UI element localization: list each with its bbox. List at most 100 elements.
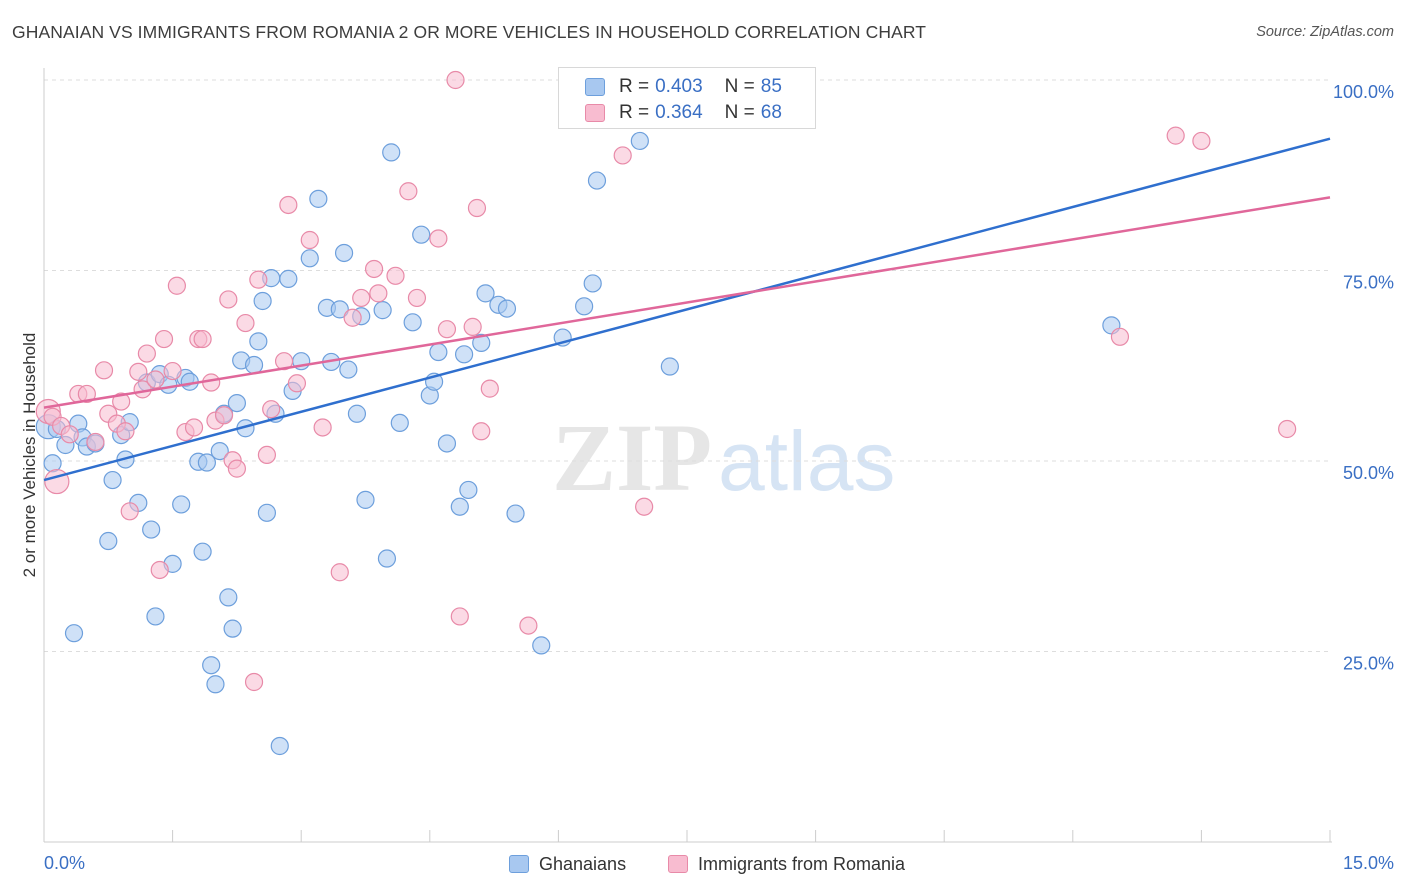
romania-legend-swatch: [668, 855, 688, 873]
romania-point: [146, 370, 165, 389]
romania-point: [343, 308, 362, 327]
romania-point: [352, 288, 371, 308]
ghanaian-point: [300, 249, 319, 268]
ghanaian-point: [497, 299, 517, 318]
romania-point: [450, 607, 469, 626]
source-label: Source: ZipAtlas.com: [1256, 24, 1394, 40]
stats-legend-row-romania: R = 0.364 N = 68: [585, 101, 782, 125]
ghanaian-point: [227, 393, 246, 413]
legend-item-ghanaians[interactable]: Ghanaians: [509, 852, 626, 876]
x-tick-label-max: 15.0%: [1343, 853, 1394, 873]
romania-point: [249, 270, 268, 289]
romania-point: [313, 418, 332, 437]
ghanaian-point: [279, 269, 298, 288]
romania-point: [330, 563, 349, 582]
ghanaian-point: [575, 297, 594, 316]
chart-title: GHANAIAN VS IMMIGRANTS FROM ROMANIA 2 OR…: [12, 22, 927, 42]
ghanaians-legend-swatch: [509, 855, 529, 873]
ghanaians-swatch: [585, 78, 605, 96]
ghanaian-point: [450, 497, 469, 516]
ghanaian-point: [64, 624, 84, 643]
romania-point: [467, 198, 487, 218]
romania-point: [463, 317, 482, 336]
n-value: 85: [760, 76, 782, 97]
romania-point: [399, 182, 418, 201]
y-tick-label: 50.0%: [1343, 463, 1394, 483]
ghanaian-point: [210, 441, 229, 461]
ghanaian-point: [373, 301, 392, 320]
romania-point: [613, 146, 632, 165]
stats-legend-row-ghanaians: R = 0.403 N = 85: [585, 75, 782, 99]
romania-point: [184, 418, 204, 437]
ghanaian-point: [532, 636, 551, 655]
romania-point: [446, 70, 465, 90]
ghanaian-point: [103, 470, 122, 490]
romania-point: [167, 276, 186, 295]
ghanaian-point: [309, 189, 328, 208]
ghanaian-point: [257, 503, 277, 522]
romania-swatch: [585, 104, 605, 122]
ghanaian-point: [429, 342, 448, 362]
y-tick-label: 100.0%: [1333, 82, 1394, 102]
romania-point: [480, 379, 499, 398]
ghanaian-point: [583, 274, 602, 293]
ghanaian-point: [146, 607, 165, 626]
r-value: 0.364: [655, 102, 703, 123]
watermark-zip: ZIP: [552, 404, 712, 511]
romania-point: [279, 195, 298, 215]
ghanaian-point: [454, 345, 474, 364]
ghanaian-point: [506, 504, 525, 523]
ghanaian-point: [219, 588, 238, 607]
romania-point: [129, 362, 148, 381]
romania-point: [437, 320, 457, 339]
series-legend: Ghanaians Immigrants from Romania: [0, 852, 1406, 876]
romania-point: [274, 352, 294, 371]
ghanaian-point: [244, 355, 264, 375]
n-value: 68: [760, 102, 782, 123]
romania-point: [244, 672, 264, 692]
ghanaian-point: [437, 434, 457, 453]
ghanaian-point: [142, 520, 161, 539]
romania-point: [77, 384, 96, 404]
ghanaian-point: [99, 531, 118, 551]
ghanaian-point: [202, 656, 221, 675]
r-label: R =: [619, 76, 650, 97]
x-tick-label-min: 0.0%: [44, 853, 85, 873]
romania-point: [287, 374, 307, 393]
romania-trend-line: [43, 196, 1331, 409]
ghanaian-point: [587, 171, 607, 190]
romania-point: [635, 497, 654, 516]
ghanaian-point: [390, 413, 409, 432]
romania-point: [1110, 327, 1130, 346]
ghanaian-point: [206, 675, 225, 694]
ghanaian-point: [356, 490, 375, 509]
ghanaian-point: [253, 291, 272, 311]
romania-point: [386, 266, 405, 285]
romania-point: [163, 361, 182, 381]
ghanaian-point: [630, 131, 649, 151]
romania-point: [150, 560, 169, 580]
ghanaian-point: [339, 360, 358, 379]
romania-point: [214, 406, 234, 425]
ghanaian-point: [382, 143, 401, 162]
romania-point: [116, 422, 135, 441]
romania-point: [300, 230, 319, 250]
ghanaian-point: [270, 736, 289, 756]
romania-point: [60, 425, 79, 444]
romania-point: [86, 432, 105, 452]
romania-point: [364, 259, 384, 279]
romania-point: [257, 445, 277, 465]
ghanaian-point: [193, 542, 212, 561]
romania-point: [236, 313, 255, 333]
romania-point: [219, 290, 238, 309]
r-label: R =: [619, 102, 650, 123]
romania-point: [407, 288, 427, 308]
ghanaian-point: [334, 243, 354, 263]
ghanaian-point: [476, 284, 495, 303]
ghanaian-point: [377, 549, 397, 568]
romania-point: [120, 502, 139, 521]
legend-item-romania[interactable]: Immigrants from Romania: [668, 852, 905, 876]
romania-point: [1166, 126, 1185, 145]
ghanaian-trend-line: [43, 137, 1331, 482]
romania-point: [154, 329, 174, 349]
